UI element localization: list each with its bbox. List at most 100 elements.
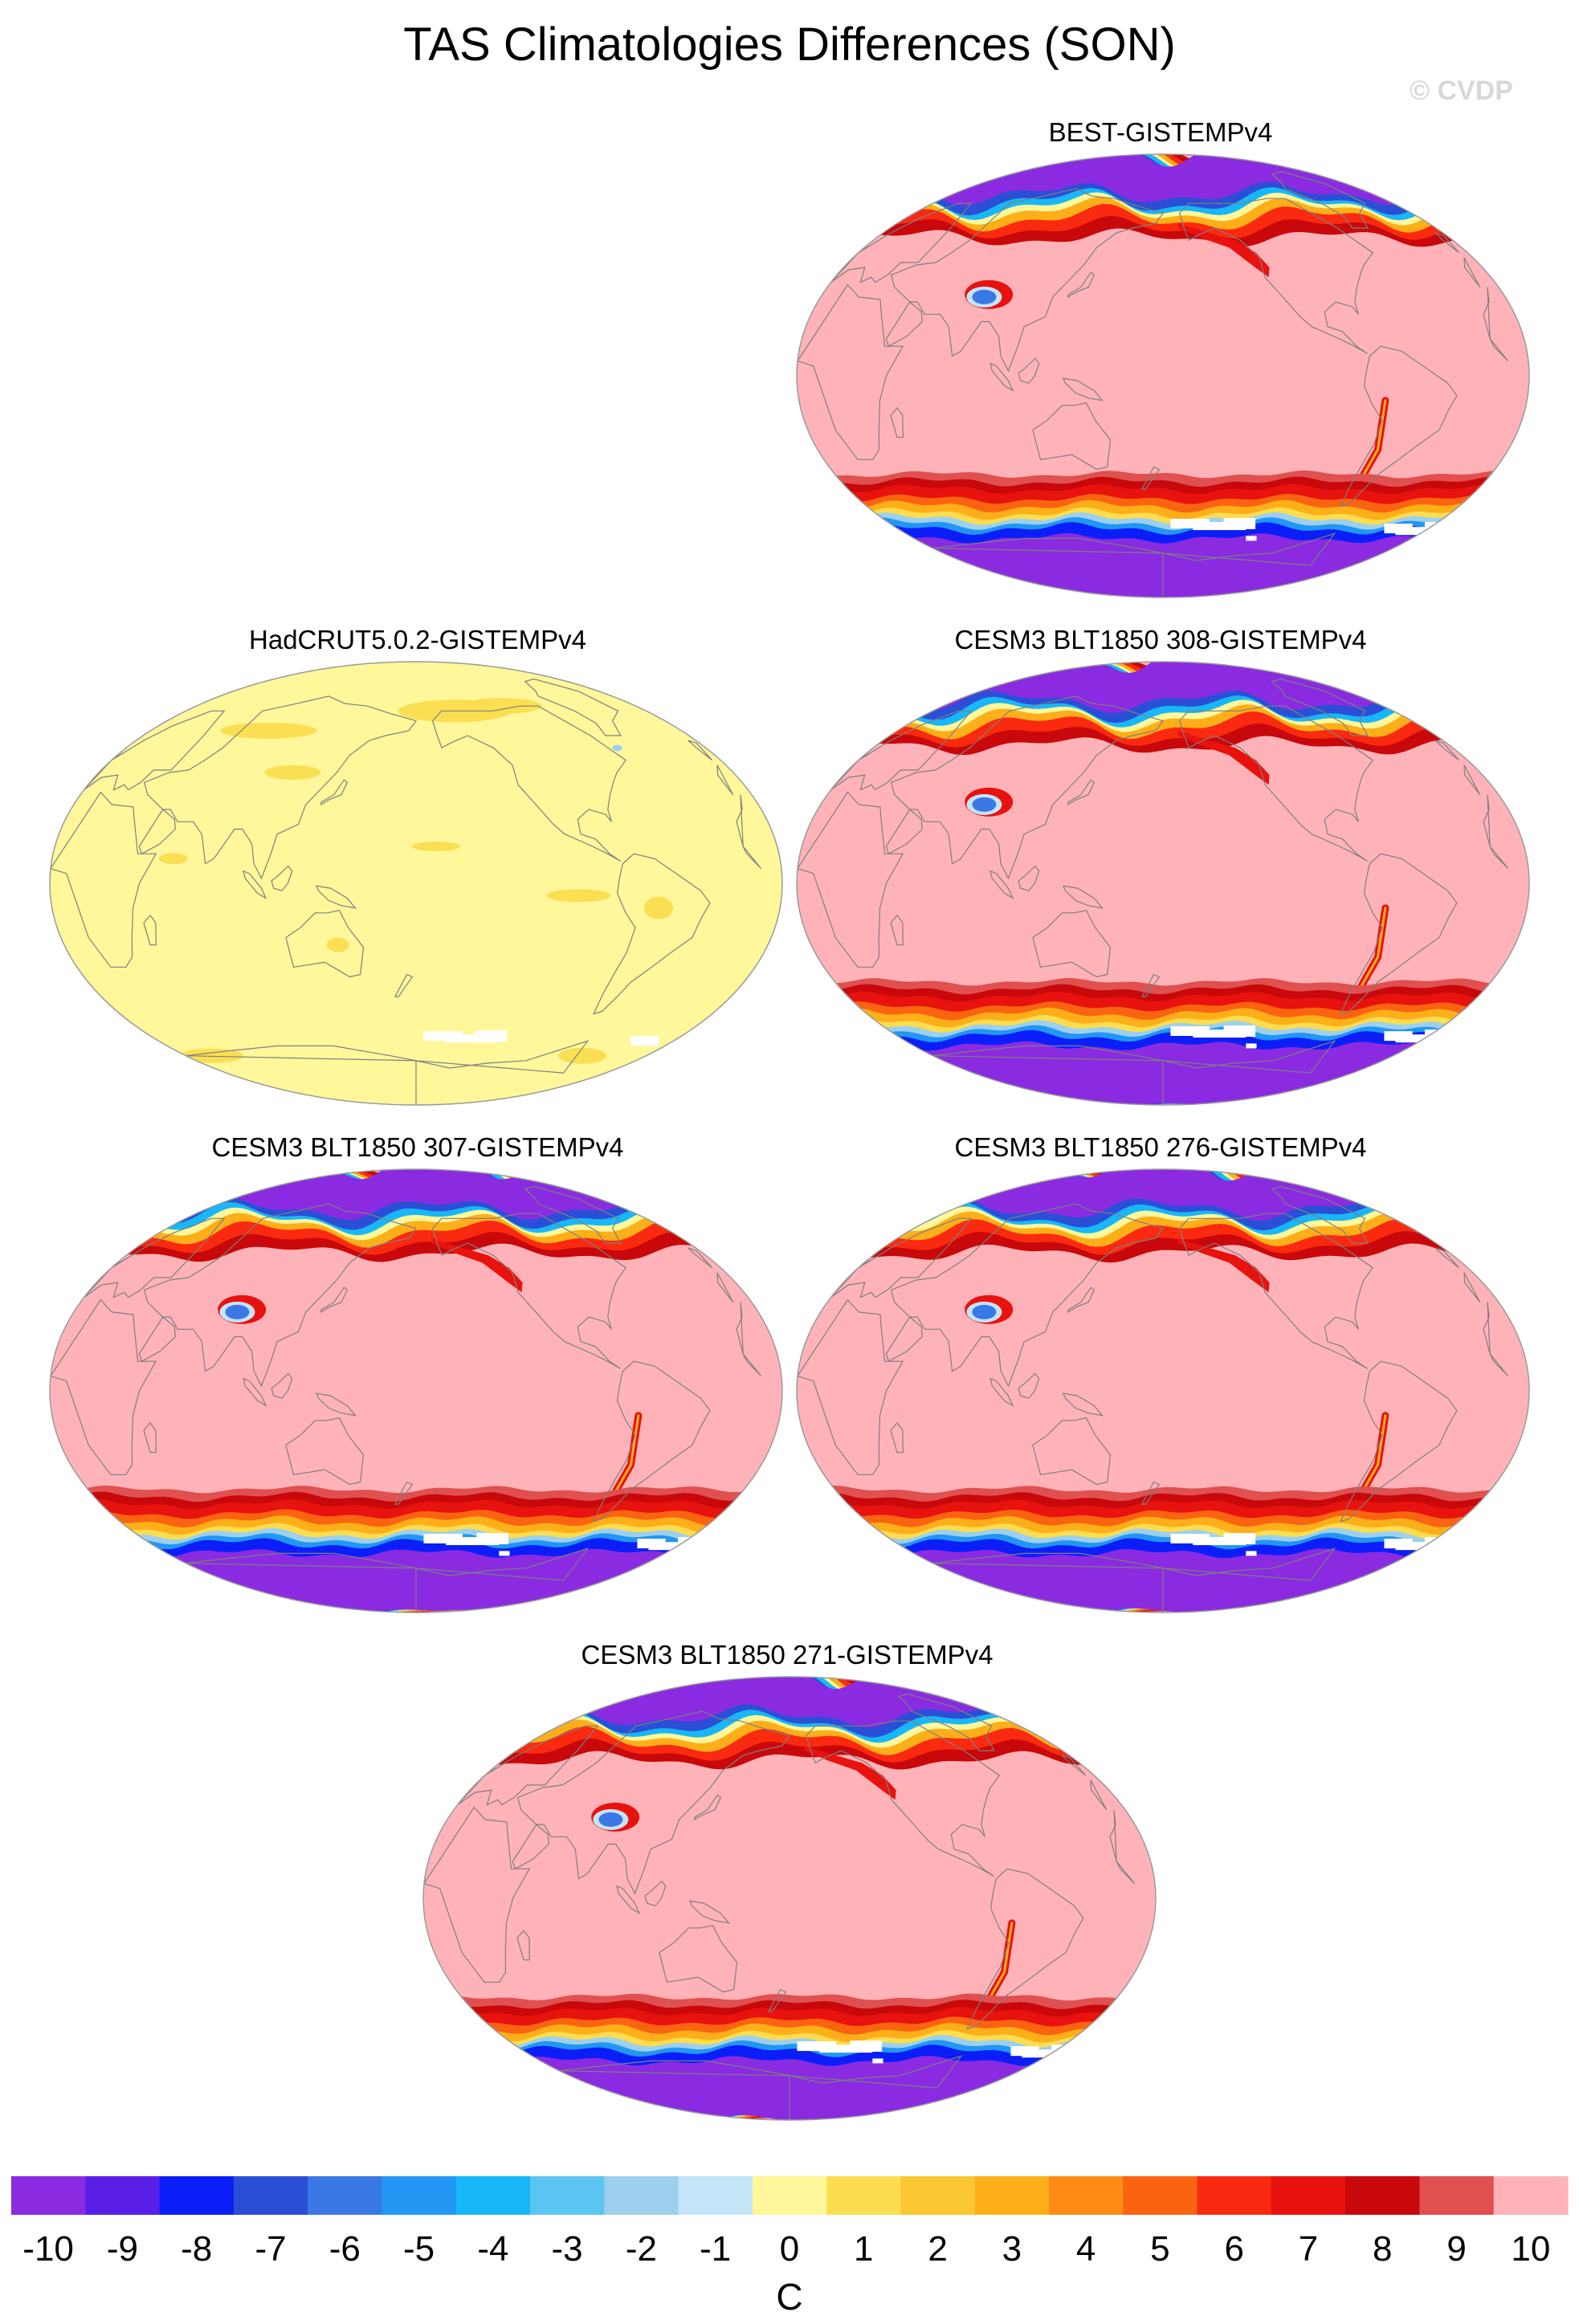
coastline-australia: [1032, 402, 1112, 471]
coastline-antarctica: [1162, 1040, 1336, 1074]
coastline-antarctica: [415, 1040, 590, 1074]
tibet-cold-core: [972, 289, 997, 304]
coastline-samerica: [1339, 853, 1458, 1015]
coastline-europe: [1463, 257, 1481, 287]
na-warm-arc: [1177, 1237, 1270, 1293]
coastline-sumatra: [243, 1377, 267, 1407]
coastline-nz: [767, 1988, 787, 2012]
missing-data-patch-3: [1223, 518, 1256, 529]
coastline-africa: [736, 1302, 744, 1355]
colorbar-box-2: [85, 2176, 161, 2215]
coastline-africa: [1116, 1861, 1136, 1885]
missing-data-patch-5: [1395, 527, 1438, 536]
map-panel-cesm3-307: [49, 1168, 783, 1613]
coastline-madagascar: [890, 406, 904, 438]
coastline-asia: [885, 188, 1165, 373]
warm-anomaly-blob-10: [411, 842, 460, 851]
colorbar-tick-label: 0: [780, 2229, 799, 2269]
colorbar-box-15: [1049, 2176, 1124, 2215]
coastline-uk: [687, 1247, 713, 1269]
coastline-uk: [1061, 1755, 1087, 1776]
missing-data-patch-2: [445, 1034, 499, 1043]
coastline-europe: [830, 1217, 973, 1299]
colorbar-box-1: [11, 2176, 86, 2215]
coastline-asia: [512, 1710, 791, 1895]
coastline-borneo: [1018, 357, 1040, 384]
coastline-namerica: [1179, 198, 1374, 354]
colorbar-tick-label: -10: [22, 2229, 74, 2269]
map-background-fill: [50, 662, 782, 1105]
coastline-europe: [1463, 764, 1481, 795]
coastline-antarctica: [186, 1552, 417, 1613]
map-panel-cesm3-271: [422, 1676, 1157, 2121]
warm-anomaly-blob-6: [546, 889, 611, 903]
coastline-namerica: [806, 1720, 1001, 1877]
panel-title-5: CESM3 BLT1850 276-GISTEMPv4: [954, 1132, 1367, 1162]
panel-title-2: HadCRUT5.0.2-GISTEMPv4: [249, 625, 586, 654]
map-panel-cesm3-308: [796, 661, 1530, 1106]
coastline-asia: [138, 1203, 418, 1388]
missing-data-patch-3: [476, 1533, 509, 1544]
coastline-africa: [50, 791, 157, 968]
colorbar-box-19: [1345, 2176, 1421, 2215]
coastline-europe: [84, 1217, 226, 1299]
colorbar-tick-label: 3: [1002, 2229, 1022, 2269]
coastline-uk: [861, 244, 871, 251]
colorbar-tick-label: 5: [1150, 2229, 1169, 2269]
colorbar-tick-label: -8: [181, 2229, 212, 2269]
coastline-madagascar: [143, 1421, 157, 1454]
colorbar-box-21: [1493, 2176, 1569, 2215]
coastline-nz: [1140, 1481, 1161, 1505]
coastline-europe: [716, 764, 734, 795]
map-border: [796, 661, 1530, 1106]
coastline-antarctica: [186, 1045, 417, 1105]
map-border: [49, 1168, 783, 1613]
coastline-asia: [885, 695, 1165, 880]
coastline-nz: [1140, 466, 1161, 490]
map-panel-best: [796, 153, 1530, 598]
missing-data-patch-4: [630, 1036, 659, 1046]
coastline-sumatra: [243, 870, 267, 899]
warm-anomaly-blob-11: [158, 853, 188, 865]
coastline-greenland: [1271, 1185, 1369, 1244]
colorbar-tick-label: 9: [1446, 2229, 1466, 2269]
warm-anomaly-blob-5: [644, 896, 674, 919]
warm-anomaly-blob-3: [220, 722, 317, 739]
coastline-australia: [285, 910, 365, 978]
missing-data-patch-3: [475, 1030, 508, 1042]
coastline-africa: [1483, 794, 1491, 847]
coastline-newguinea: [1062, 1392, 1104, 1417]
coastlines: [50, 1185, 762, 1613]
colorbar-box-12: [826, 2176, 902, 2215]
colorbar-box-13: [900, 2176, 976, 2215]
colorbar-boxes: [11, 2176, 1569, 2215]
missing-data-patch-5: [1395, 1034, 1438, 1043]
warm-anomaly-blob-9: [179, 1048, 244, 1063]
coastline-nz: [394, 1481, 414, 1505]
coastline-nz: [394, 973, 414, 997]
cool-anomaly-spot: [612, 744, 622, 752]
coastline-africa: [1489, 1353, 1509, 1377]
coastline-uk: [1434, 1247, 1460, 1269]
colorbar-tick-label: 1: [854, 2229, 873, 2269]
coastline-greenland: [524, 1185, 622, 1244]
coastline-sumatra: [989, 870, 1014, 899]
missing-data-patch-5: [1395, 1542, 1438, 1551]
colorbar-tick-label: -5: [403, 2229, 435, 2269]
colorbar-box-17: [1197, 2176, 1272, 2215]
missing-data-patch-7: [1246, 536, 1257, 541]
coastline-asia: [885, 1203, 1165, 1388]
coastline-newguinea: [1062, 377, 1104, 402]
coastline-madagascar: [143, 914, 157, 946]
coastline-australia: [285, 1417, 365, 1486]
map-border: [796, 153, 1530, 598]
tibet-cold-core: [972, 797, 997, 812]
coastline-africa: [50, 1299, 157, 1475]
colorbar-tick-label: 10: [1511, 2229, 1550, 2269]
coastline-antarctica: [932, 1045, 1164, 1105]
na-warm-arc: [430, 1237, 523, 1293]
colorbar-box-8: [530, 2176, 605, 2215]
colorbar-tick-label: -4: [477, 2229, 508, 2269]
warm-anomaly-blob-2: [461, 698, 542, 715]
